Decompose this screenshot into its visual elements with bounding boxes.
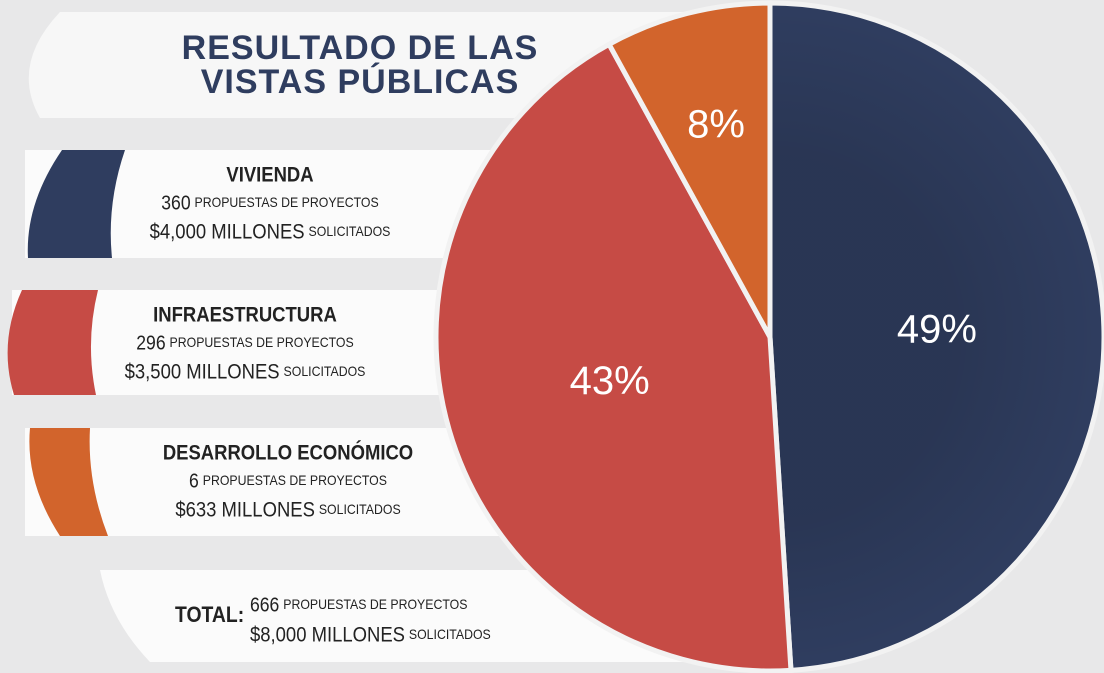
detail-line: $3,500 MILLONES SOLICITADOS <box>125 360 366 383</box>
amount-text: SOLICITADOS <box>284 364 366 380</box>
total-label: TOTAL: <box>175 603 244 627</box>
total-amount: $8,000 MILLONES <box>250 623 405 646</box>
amount: $4,000 MILLONES <box>150 220 305 243</box>
detail-line: $4,000 MILLONES SOLICITADOS <box>150 220 391 243</box>
chart-title: VISTAS PÚBLICAS <box>201 63 520 101</box>
detail-line: 296 PROPUESTAS DE PROYECTOS <box>136 331 354 353</box>
legend-swatch <box>27 150 125 258</box>
total-proposals-text: PROPUESTAS DE PROYECTOS <box>283 597 467 613</box>
total-line: 666 PROPUESTAS DE PROYECTOS <box>250 593 468 615</box>
pie-slice <box>433 40 794 673</box>
legend-swatch <box>29 428 108 536</box>
detail-line: 6 PROPUESTAS DE PROYECTOS <box>189 469 387 491</box>
proposals: 360 <box>161 191 190 213</box>
amount: $633 MILLONES <box>175 498 315 521</box>
proposals: 6 <box>189 469 199 491</box>
amount: $3,500 MILLONES <box>125 360 280 383</box>
amount-text: SOLICITADOS <box>309 224 391 240</box>
legend-label: INFRAESTRUCTURA <box>153 303 337 326</box>
slice-label: 8% <box>687 102 745 146</box>
legend-label: DESARROLLO ECONÓMICO <box>163 439 413 464</box>
legend-swatch <box>7 290 99 395</box>
slice-label: 49% <box>897 307 977 351</box>
detail-line: 360 PROPUESTAS DE PROYECTOS <box>161 191 379 213</box>
pie-slice <box>605 0 773 339</box>
proposals-text: PROPUESTAS DE PROYECTOS <box>195 195 379 211</box>
chart-title: RESULTADO DE LAS <box>182 29 539 67</box>
detail-line: $633 MILLONES SOLICITADOS <box>175 498 401 521</box>
slice-label: 43% <box>570 359 650 403</box>
proposals-text: PROPUESTAS DE PROYECTOS <box>203 473 387 489</box>
legend-label: VIVIENDA <box>226 163 313 186</box>
proposals-text: PROPUESTAS DE PROYECTOS <box>170 335 354 351</box>
amount-text: SOLICITADOS <box>319 502 401 518</box>
total-proposals: 666 <box>250 593 279 615</box>
total-amount-text: SOLICITADOS <box>409 627 491 643</box>
proposals: 296 <box>136 331 165 353</box>
